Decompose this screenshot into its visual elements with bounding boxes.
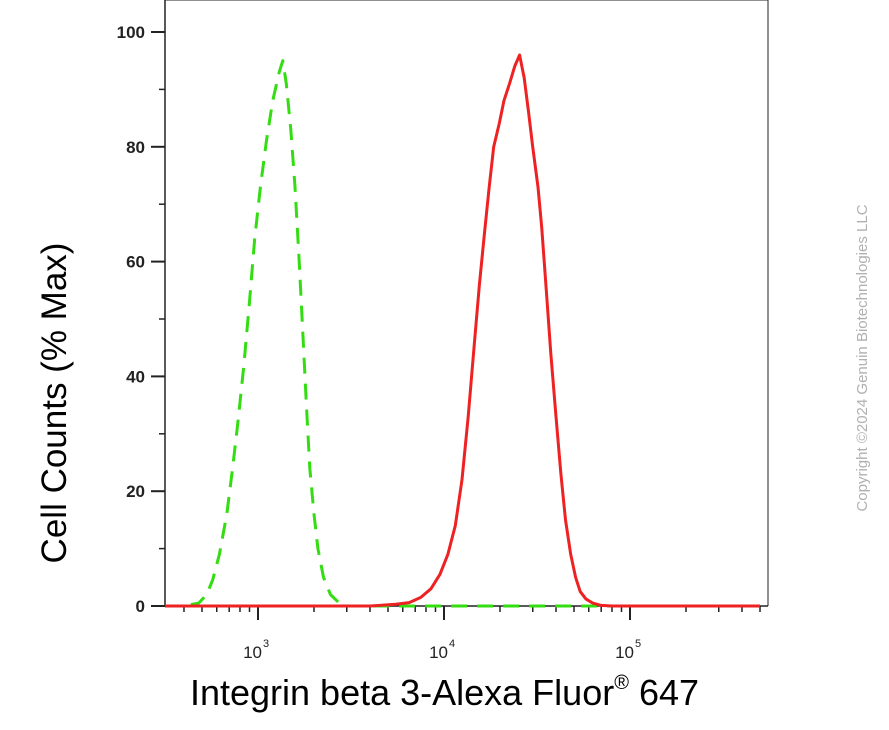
x-tick-label-exponent: 3: [263, 638, 269, 650]
x-tick-label-base: 10: [615, 643, 634, 662]
x-tick-label-exponent: 4: [449, 638, 455, 650]
y-tick-label: 0: [136, 597, 145, 616]
y-tick-label: 40: [126, 367, 145, 386]
y-tick-label: 80: [126, 138, 145, 157]
x-tick-label-base: 10: [243, 643, 262, 662]
x-axis-label-tail: 647: [628, 672, 700, 713]
y-tick-label: 20: [126, 482, 145, 501]
x-axis-label: Integrin beta 3-Alexa Fluor® 647: [0, 672, 889, 714]
x-axis-label-main: Integrin beta 3-Alexa Fluor: [189, 672, 615, 713]
copyright-watermark: Copyright ©2024 Genuin Biotechnologies L…: [854, 204, 871, 511]
x-tick-label-exponent: 5: [635, 638, 641, 650]
control-histogram-line: [165, 59, 760, 608]
y-tick-label: 100: [117, 23, 145, 42]
registered-mark: ®: [614, 672, 629, 694]
y-tick-label: 60: [126, 253, 145, 272]
sample-histogram-line: [165, 53, 760, 608]
x-tick-label-base: 10: [429, 643, 448, 662]
y-axis-label: Cell Counts (% Max): [35, 243, 74, 564]
